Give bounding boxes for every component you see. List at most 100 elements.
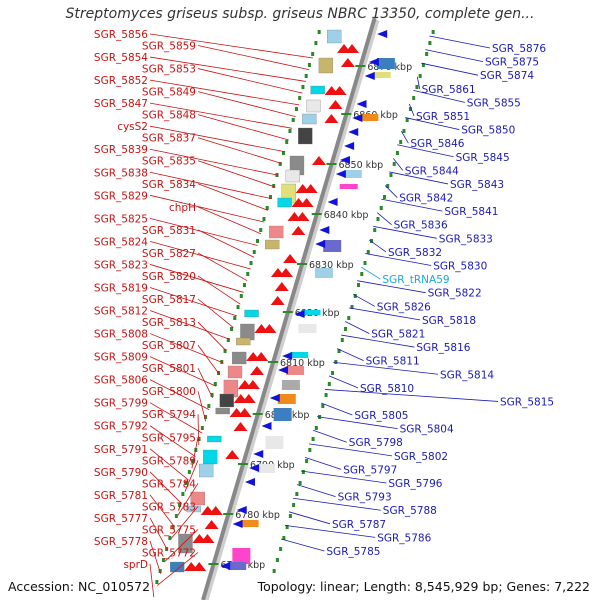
right-gene-label[interactable]: SGR_5846: [410, 138, 464, 150]
gene-block[interactable]: [236, 337, 251, 346]
left-gene-label[interactable]: SGR_5781: [94, 490, 148, 502]
forward-gene-arrow[interactable]: [200, 506, 215, 515]
left-gene-label[interactable]: SGR_5799: [94, 398, 148, 410]
forward-gene-arrow[interactable]: [291, 198, 306, 207]
left-gene-label[interactable]: SGR_5778: [94, 536, 148, 548]
reverse-gene-arrow[interactable]: [253, 450, 264, 458]
reverse-gene-arrow[interactable]: [344, 142, 355, 150]
reverse-gene-arrow[interactable]: [220, 562, 231, 570]
left-gene-label[interactable]: SGR_5812: [94, 306, 148, 318]
forward-gene-arrow[interactable]: [311, 156, 326, 165]
left-gene-label[interactable]: SGR_5849: [142, 87, 196, 99]
gene-block[interactable]: [339, 184, 358, 189]
forward-gene-arrow[interactable]: [229, 408, 244, 417]
gene-block[interactable]: [227, 365, 243, 379]
left-gene-label[interactable]: SGR_5831: [142, 225, 196, 237]
forward-gene-arrow[interactable]: [340, 58, 355, 67]
gene-block[interactable]: [376, 58, 395, 69]
right-gene-label[interactable]: SGR_5875: [485, 57, 539, 69]
left-gene-label[interactable]: SGR_5813: [142, 317, 196, 329]
right-gene-label[interactable]: SGR_5796: [388, 478, 442, 490]
right-gene-label[interactable]: SGR_5810: [360, 383, 414, 395]
left-gene-label[interactable]: SGR_5823: [94, 259, 148, 271]
gene-block[interactable]: [285, 169, 301, 183]
reverse-gene-arrow[interactable]: [319, 226, 330, 234]
gene-block[interactable]: [190, 491, 206, 506]
reverse-gene-arrow[interactable]: [364, 72, 375, 80]
forward-gene-arrow[interactable]: [287, 212, 302, 221]
reverse-gene-arrow[interactable]: [327, 198, 338, 206]
right-gene-label[interactable]: SGR_5797: [343, 464, 397, 476]
left-gene-label[interactable]: SGR_5775: [142, 524, 196, 536]
right-gene-label[interactable]: SGR_5802: [394, 451, 448, 463]
gene-block[interactable]: [265, 436, 284, 449]
gene-block[interactable]: [215, 407, 230, 415]
gene-block[interactable]: [318, 57, 334, 74]
trna-label[interactable]: SGR_tRNA59: [382, 274, 449, 286]
reverse-gene-arrow[interactable]: [282, 352, 293, 360]
left-gene-label[interactable]: SGR_5791: [94, 444, 148, 456]
left-gene-label[interactable]: SGR_5848: [142, 110, 196, 122]
left-gene-label[interactable]: sprD: [123, 559, 148, 571]
right-gene-label[interactable]: SGR_5874: [480, 70, 534, 82]
reverse-gene-arrow[interactable]: [356, 100, 367, 108]
forward-gene-arrow[interactable]: [337, 44, 352, 53]
forward-gene-arrow[interactable]: [291, 226, 306, 235]
left-gene-label[interactable]: SGR_5792: [94, 421, 148, 433]
reverse-gene-arrow[interactable]: [315, 240, 326, 248]
right-gene-label[interactable]: SGR_5851: [416, 111, 470, 123]
gene-block[interactable]: [360, 114, 379, 121]
right-gene-label[interactable]: SGR_5804: [400, 424, 454, 436]
left-gene-label[interactable]: SGR_5807: [142, 340, 196, 352]
left-gene-label[interactable]: SGR_5838: [94, 167, 148, 179]
left-gene-label[interactable]: SGR_5795: [142, 432, 196, 444]
gene-block[interactable]: [302, 310, 321, 315]
left-gene-label[interactable]: SGR_5827: [142, 248, 196, 260]
right-gene-label[interactable]: SGR_5793: [338, 492, 392, 504]
right-gene-label[interactable]: SGR_5845: [456, 152, 510, 164]
right-gene-label[interactable]: SGR_5833: [439, 233, 493, 245]
gene-block[interactable]: [257, 464, 276, 473]
right-gene-label[interactable]: SGR_5821: [371, 328, 425, 340]
left-gene-label[interactable]: SGR_5784: [142, 478, 196, 490]
forward-gene-arrow[interactable]: [324, 114, 339, 123]
gene-block[interactable]: [269, 225, 284, 239]
gene-block[interactable]: [170, 561, 185, 573]
gene-block[interactable]: [306, 99, 321, 113]
left-gene-label[interactable]: SGR_5829: [94, 190, 148, 202]
right-gene-label[interactable]: SGR_5861: [422, 84, 476, 96]
reverse-gene-arrow[interactable]: [232, 520, 243, 528]
gene-block[interactable]: [314, 268, 333, 278]
gene-block[interactable]: [286, 366, 305, 375]
forward-gene-arrow[interactable]: [246, 352, 261, 361]
forward-gene-arrow[interactable]: [324, 86, 339, 95]
left-gene-label[interactable]: SGR_5839: [94, 144, 148, 156]
gene-block[interactable]: [198, 463, 214, 478]
gene-block[interactable]: [232, 548, 251, 564]
forward-gene-arrow[interactable]: [204, 520, 219, 529]
right-gene-label[interactable]: SGR_5843: [450, 179, 504, 191]
left-gene-label[interactable]: SGR_5808: [94, 329, 148, 341]
left-gene-label[interactable]: SGR_5819: [94, 282, 148, 294]
left-gene-label[interactable]: SGR_5783: [142, 501, 196, 513]
reverse-gene-arrow[interactable]: [294, 310, 305, 318]
right-gene-label[interactable]: SGR_5841: [444, 206, 498, 218]
forward-gene-arrow[interactable]: [184, 562, 199, 571]
reverse-gene-arrow[interactable]: [261, 422, 272, 430]
gene-block[interactable]: [277, 394, 296, 404]
gene-block[interactable]: [298, 324, 317, 333]
gene-block[interactable]: [240, 520, 259, 527]
right-gene-label[interactable]: SGR_5818: [422, 315, 476, 327]
forward-gene-arrow[interactable]: [254, 324, 269, 333]
gene-block[interactable]: [281, 380, 300, 390]
forward-gene-arrow[interactable]: [192, 534, 207, 543]
right-gene-label[interactable]: SGR_5830: [433, 261, 487, 273]
left-gene-label[interactable]: SGR_5837: [142, 133, 196, 145]
left-gene-label[interactable]: SGR_5824: [94, 236, 148, 248]
right-gene-label[interactable]: SGR_5785: [326, 546, 380, 558]
left-gene-label[interactable]: SGR_5834: [142, 179, 196, 191]
left-gene-label[interactable]: SGR_5854: [94, 52, 148, 64]
left-gene-label[interactable]: SGR_5801: [142, 363, 196, 375]
reverse-gene-arrow[interactable]: [352, 114, 363, 122]
right-gene-label[interactable]: SGR_5836: [394, 220, 448, 232]
